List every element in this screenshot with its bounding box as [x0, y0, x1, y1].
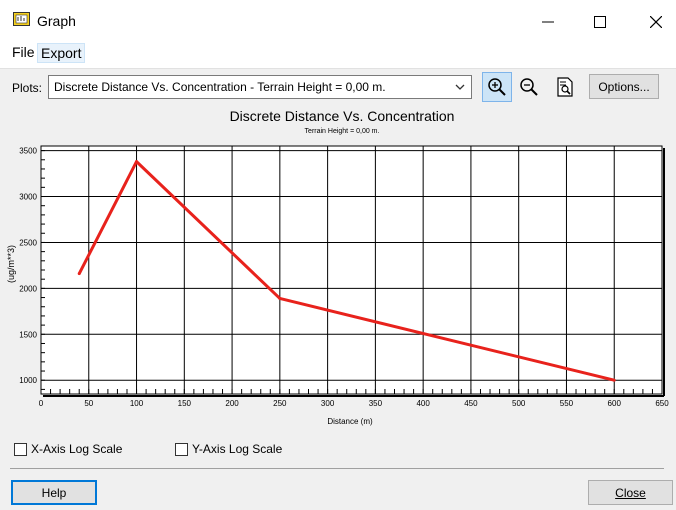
x-axis-log-scale-box[interactable] [14, 442, 27, 456]
data-point [135, 160, 139, 164]
close-button-label: Close [615, 485, 646, 500]
chart-area: Discrete Distance Vs. Concentration Terr… [0, 104, 676, 428]
minimize-button[interactable] [528, 8, 568, 36]
minimize-icon [542, 21, 554, 23]
toolbar: Plots: Discrete Distance Vs. Concentrati… [0, 68, 676, 105]
zoom-out-button[interactable] [514, 72, 544, 102]
x-tick-label: 200 [225, 399, 239, 408]
zoom-in-button[interactable] [482, 72, 512, 102]
y-tick-label: 1000 [19, 376, 37, 385]
x-tick-label: 350 [369, 399, 383, 408]
y-axis-label: (ug/m**3) [6, 245, 16, 283]
plots-dropdown[interactable]: Discrete Distance Vs. Concentration - Te… [48, 75, 472, 99]
plots-label: Plots: [12, 81, 43, 95]
plot-area [40, 145, 663, 395]
zoom-out-icon [520, 78, 538, 96]
menu-bar: File Export [0, 42, 676, 64]
x-tick-label: 250 [273, 399, 287, 408]
data-point [612, 378, 616, 382]
options-button[interactable]: Options... [589, 74, 659, 99]
chart: Discrete Distance Vs. Concentration Terr… [6, 108, 669, 426]
y-tick-label: 2500 [19, 238, 37, 247]
chevron-down-icon [455, 84, 465, 90]
y-tick-label: 3000 [19, 193, 37, 202]
maximize-button[interactable] [580, 8, 620, 36]
y-axis-log-scale-checkbox[interactable]: Y-Axis Log Scale [175, 442, 282, 456]
y-tick-label: 1500 [19, 330, 37, 339]
title-bar: Graph [0, 0, 676, 42]
data-point [278, 296, 282, 300]
print-preview-button[interactable] [550, 72, 580, 102]
close-window-button[interactable] [636, 8, 676, 36]
help-button[interactable]: Help [11, 480, 97, 505]
x-tick-label: 50 [84, 399, 93, 408]
maximize-icon [594, 16, 606, 28]
zoom-in-icon [488, 78, 506, 96]
x-tick-label: 400 [416, 399, 430, 408]
x-tick-label: 450 [464, 399, 478, 408]
x-tick-label: 300 [321, 399, 335, 408]
divider [10, 468, 664, 469]
close-icon [650, 16, 662, 28]
close-button[interactable]: Close [588, 480, 673, 505]
menu-file[interactable]: File [12, 44, 35, 60]
x-axis-log-scale-label: X-Axis Log Scale [31, 442, 123, 456]
chart-subtitle: Terrain Height = 0,00 m. [305, 128, 380, 135]
y-axis-log-scale-box[interactable] [175, 442, 188, 456]
print-preview-icon [557, 77, 573, 97]
x-tick-label: 100 [130, 399, 144, 408]
y-tick-label: 2000 [19, 284, 37, 293]
window-title: Graph [37, 13, 76, 29]
x-tick-label: 550 [560, 399, 574, 408]
x-axis-log-scale-checkbox[interactable]: X-Axis Log Scale [14, 442, 122, 456]
bottom-panel: X-Axis Log Scale Y-Axis Log Scale Help C… [0, 428, 676, 510]
app-icon [13, 12, 30, 26]
x-tick-label: 600 [608, 399, 622, 408]
y-axis-log-scale-label: Y-Axis Log Scale [192, 442, 283, 456]
x-tick-label: 650 [655, 399, 669, 408]
chart-title: Discrete Distance Vs. Concentration [230, 108, 455, 124]
x-tick-label: 0 [39, 399, 44, 408]
plots-dropdown-value: Discrete Distance Vs. Concentration - Te… [54, 80, 386, 94]
y-tick-label: 3500 [19, 147, 37, 156]
x-tick-label: 150 [178, 399, 192, 408]
series-line [77, 160, 615, 382]
menu-export[interactable]: Export [37, 43, 86, 63]
data-point [77, 272, 81, 276]
x-tick-label: 500 [512, 399, 526, 408]
x-axis-label: Distance (m) [327, 417, 373, 426]
